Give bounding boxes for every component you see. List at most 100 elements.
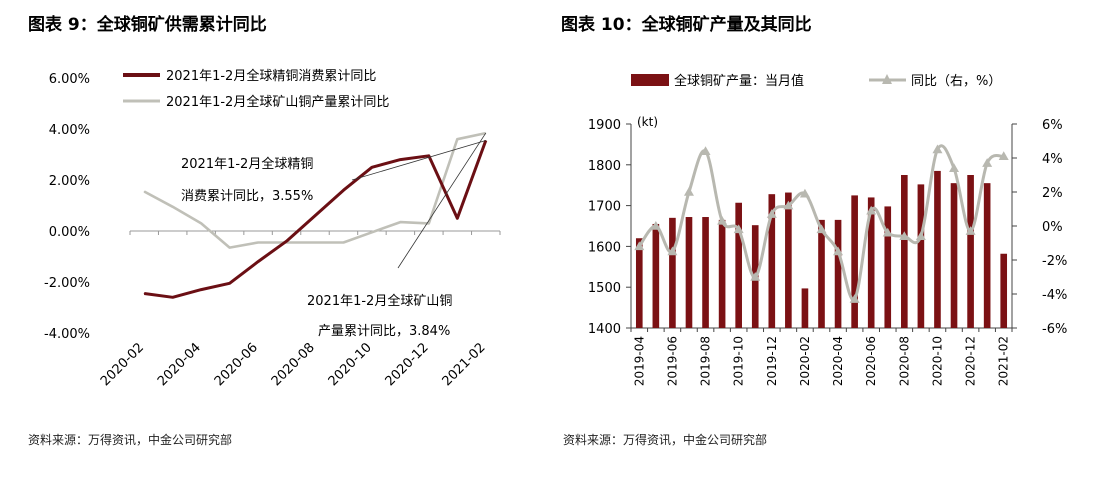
yoy-marker <box>965 226 976 235</box>
data-point <box>229 282 231 284</box>
y2-tick-label: 0% <box>1042 220 1063 235</box>
y-tick-label: 0.00% <box>49 225 90 240</box>
bar <box>785 192 792 328</box>
y-tick-label: 1600 <box>588 240 621 255</box>
data-point <box>456 138 458 140</box>
yoy-marker <box>849 294 860 303</box>
x-tick-label: 2020-02 <box>798 336 812 386</box>
legend-label: 全球铜矿产量：当月值 <box>674 73 804 89</box>
yoy-marker <box>717 215 728 225</box>
bar <box>884 206 892 328</box>
data-point <box>428 222 430 224</box>
x-tick-label: 2020-10 <box>930 336 944 386</box>
yoy-marker <box>683 187 694 196</box>
data-point <box>314 241 316 243</box>
line-chart: 6.00%4.00%2.00%0.00%-2.00%-4.00%2020-02 2… <box>44 68 501 389</box>
y2-tick-label: 4% <box>1042 152 1063 167</box>
data-point <box>172 206 174 208</box>
y-tick-label: 6.00% <box>49 72 90 87</box>
data-point <box>314 215 316 217</box>
bar <box>768 194 776 328</box>
y2-tick-label: -6% <box>1042 322 1067 337</box>
x-tick-label: 2019-10 <box>732 336 746 386</box>
bar <box>801 288 809 328</box>
data-point <box>399 159 401 161</box>
bar-line-chart: 1900 1800 1700 1600 1500 1400 6% 4% 2% 0% -2% -4% -6… <box>588 73 1067 386</box>
x-tick-label: 2019-04 <box>632 336 646 386</box>
bar <box>901 175 908 328</box>
data-point <box>200 222 202 224</box>
y-tick-label: -4.00% <box>44 327 90 342</box>
data-point <box>371 166 373 168</box>
yoy-marker <box>833 246 844 256</box>
bar <box>735 202 742 328</box>
data-point <box>456 217 458 219</box>
panel-right-chart: 图表 10：全球铜矿产量及其同比 1900 1800 1700 1600 1500 140… <box>551 0 1102 480</box>
y2-tick-label: 2% <box>1042 186 1063 201</box>
yoy-marker <box>866 205 877 215</box>
data-point <box>143 292 145 294</box>
x-tick-label: 2020-08 <box>897 336 911 386</box>
source-note: 资料来源：万得资讯，中金公司研究部 <box>563 433 768 447</box>
yoy-marker <box>899 231 910 240</box>
data-point <box>342 189 344 191</box>
yoy-marker <box>634 241 645 251</box>
yoy-marker <box>750 272 761 281</box>
data-point <box>200 289 202 291</box>
yoy-marker <box>783 200 794 210</box>
data-point <box>257 261 259 263</box>
annotation-line: 2021年1-2月全球矿山铜 <box>307 293 452 309</box>
bar <box>652 223 660 328</box>
yoy-marker <box>700 146 711 155</box>
yoy-marker <box>915 231 926 240</box>
data-point <box>371 231 373 233</box>
legend-label: 2021年1-2月全球精铜消费累计同比 <box>166 68 376 84</box>
chart-title: 图表 10：全球铜矿产量及其同比 <box>561 15 812 35</box>
bar <box>1000 253 1008 328</box>
x-tick-label: 2020-04 <box>831 336 845 386</box>
bar <box>702 217 709 328</box>
yoy-marker <box>816 224 827 234</box>
legend-swatch-bar <box>631 74 669 86</box>
y-tick-label: 1900 <box>588 118 621 133</box>
x-tick-label: 2020-04 <box>155 340 204 389</box>
legend-label: 2021年1-2月全球矿山铜产量累计同比 <box>166 94 389 110</box>
annotation-line: 产量累计同比，3.84% <box>318 324 450 339</box>
bar <box>950 183 958 328</box>
bar <box>718 219 726 328</box>
x-tick-label: 2020-02 <box>98 340 147 389</box>
bar <box>834 219 842 328</box>
y-tick-label: -2.00% <box>44 276 90 291</box>
yoy-marker <box>882 227 893 237</box>
unit-label: (kt) <box>637 115 658 129</box>
y-tick-label: 1800 <box>588 159 621 174</box>
bar <box>867 197 875 328</box>
bar <box>851 195 858 328</box>
yoy-marker <box>799 188 810 198</box>
yoy-marker <box>733 224 744 234</box>
y2-tick-label: -4% <box>1042 288 1067 303</box>
bar <box>983 183 991 328</box>
yoy-marker <box>982 158 993 167</box>
y2-tick-label: -2% <box>1042 254 1067 269</box>
data-point <box>399 221 401 223</box>
bar <box>685 217 693 328</box>
bar <box>818 219 825 328</box>
annotation-line: 消费累计同比，3.55% <box>181 189 313 204</box>
data-point <box>257 241 259 243</box>
x-tick-label: 2020-06 <box>864 336 878 386</box>
bar <box>917 184 925 328</box>
x-tick-label: 2021-02 <box>440 340 489 389</box>
y-tick-label: 1400 <box>588 322 621 337</box>
x-tick-label: 2021-02 <box>997 336 1011 386</box>
bar <box>967 175 974 328</box>
data-point <box>286 240 288 242</box>
annotation-leader <box>351 140 486 181</box>
x-tick-label: 2020-12 <box>964 336 978 386</box>
x-tick-label: 2020-08 <box>269 340 318 389</box>
x-tick-label: 2019-12 <box>765 336 779 386</box>
y-tick-label: 1500 <box>588 281 621 296</box>
chart-title: 图表 9：全球铜矿供需累计同比 <box>28 15 267 35</box>
data-point <box>229 247 231 249</box>
annotation-leader <box>397 132 487 269</box>
